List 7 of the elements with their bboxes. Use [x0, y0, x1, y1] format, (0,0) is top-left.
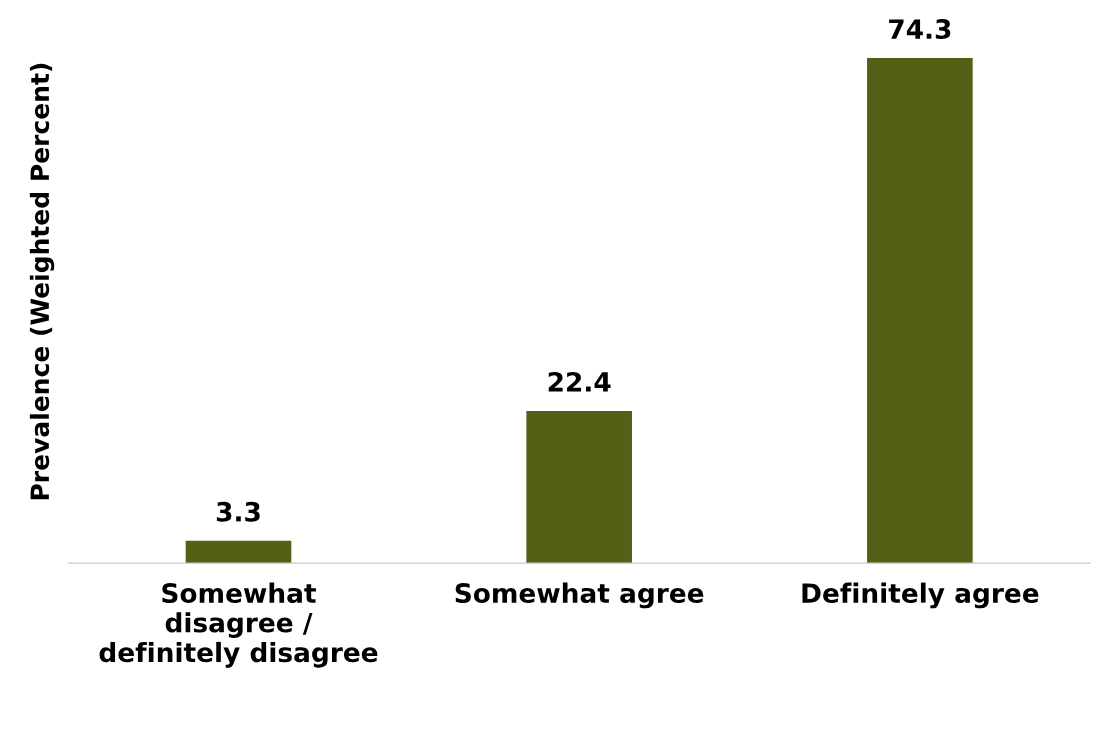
y-axis-title: Prevalence (Weighted Percent)	[29, 63, 55, 500]
x-tick-label: Somewhat disagree / definitely disagree	[99, 582, 378, 668]
data-label: 74.3	[889, 19, 951, 40]
data-label: 22.4	[548, 371, 611, 392]
x-tick-label: Definitely agree	[802, 582, 1039, 609]
x-tick-label: Somewhat agree	[455, 582, 704, 609]
data-label: 3.3	[216, 501, 260, 522]
